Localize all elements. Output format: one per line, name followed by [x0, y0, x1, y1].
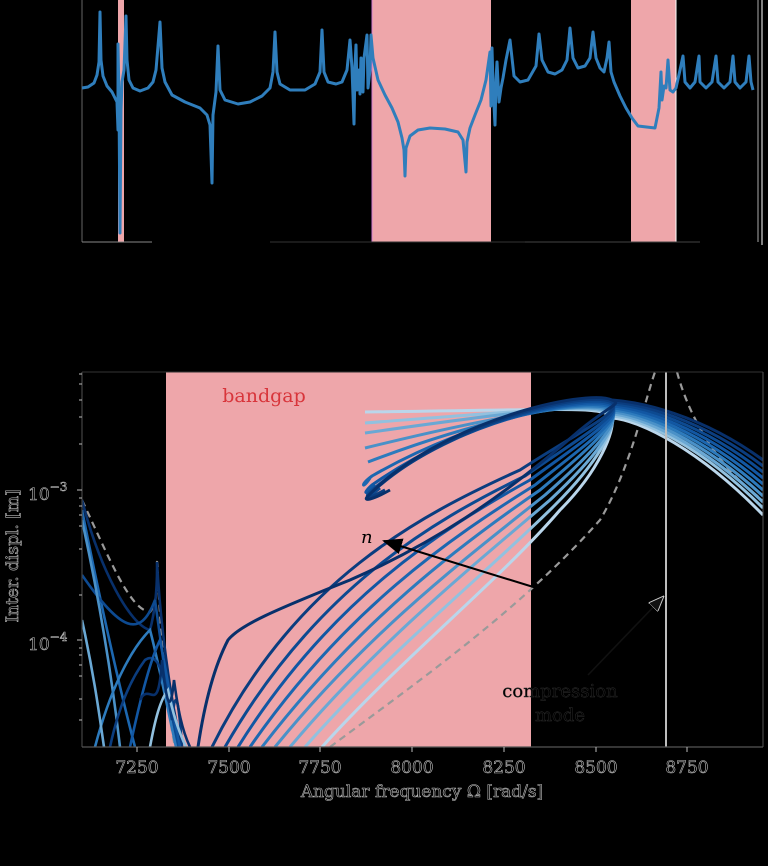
- bottom-nonlinear-panel: 7250 7500 7750 8000 8250 8500 8750 10−3 …: [0, 362, 768, 862]
- low-frequency-curves: [82, 499, 192, 747]
- top-frf-plot: [81, 0, 763, 245]
- n-direction-arrow: [382, 538, 557, 595]
- n-family-curves: [196, 396, 763, 747]
- bandgap-region: [166, 372, 531, 747]
- compression-mode-arrow: [587, 597, 663, 676]
- x-tick-8750: 8750: [665, 758, 708, 778]
- bottom-nonlinear-plot: 7250 7500 7750 8000 8250 8500 8750 10−3 …: [3, 371, 764, 802]
- y-ticks: [77, 373, 82, 721]
- x-axis-label: Angular frequency Ω [rad/s]: [300, 782, 543, 802]
- x-tick-8250: 8250: [482, 758, 525, 778]
- top-band-3: [631, 0, 676, 242]
- compression-mode-label-line2: mode: [535, 705, 585, 726]
- compression-mode-label-line1: compression: [502, 681, 618, 702]
- x-ticks: [136, 747, 688, 752]
- top-frf-trace: [81, 10, 755, 235]
- x-tick-8000: 8000: [390, 758, 433, 778]
- y-axis-label: Inter. displ. [m]: [3, 489, 23, 622]
- top-frf-panel: [0, 0, 768, 250]
- n-label: n: [361, 527, 373, 548]
- curves: [82, 372, 763, 747]
- y-tick-1e-4: 10−4: [28, 630, 68, 655]
- x-tick-8500: 8500: [574, 758, 617, 778]
- bandgap-label: bandgap: [222, 385, 306, 407]
- x-tick-7250: 7250: [115, 758, 158, 778]
- x-tick-labels: 7250 7500 7750 8000 8250 8500 8750: [115, 758, 709, 779]
- x-tick-7750: 7750: [298, 758, 341, 778]
- y-tick-1e-3: 10−3: [28, 480, 67, 505]
- x-tick-7500: 7500: [207, 758, 250, 778]
